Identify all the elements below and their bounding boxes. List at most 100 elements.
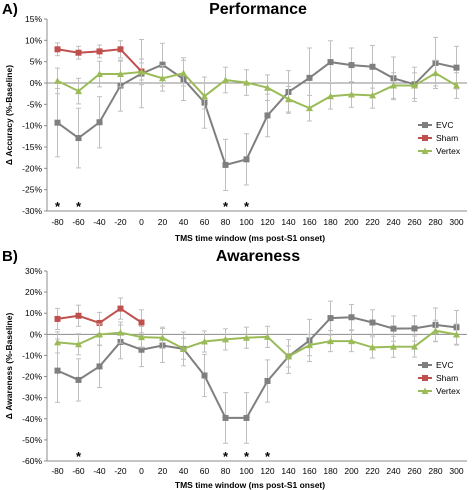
y-tick-label: 5% [30, 57, 43, 67]
x-tick-label: 200 [344, 217, 358, 227]
data-point-evc [327, 59, 334, 66]
legend-marker [422, 375, 428, 381]
significance-star: * [223, 449, 229, 464]
data-point-vertex [306, 104, 313, 112]
y-tick-label: -40% [22, 414, 42, 424]
data-point-sham [54, 315, 61, 322]
y-tick-label: -15% [22, 142, 42, 152]
data-point-vertex [180, 69, 187, 77]
x-tick-label: 160 [302, 217, 316, 227]
data-point-vertex [138, 333, 145, 341]
data-point-sham [96, 319, 103, 326]
legend-marker [422, 362, 428, 368]
legend-marker [422, 122, 428, 128]
legend-marker [421, 387, 429, 394]
data-point-vertex [222, 335, 229, 343]
x-tick-label: 80 [221, 217, 231, 227]
significance-star: * [244, 449, 250, 464]
y-tick-label: 10% [25, 308, 42, 318]
series-sham [54, 297, 145, 336]
x-tick-label: 0 [139, 466, 144, 476]
data-point-vertex [327, 337, 334, 345]
data-point-vertex [264, 84, 271, 91]
data-point-evc [264, 112, 271, 119]
x-tick-label: 120 [260, 217, 274, 227]
data-point-evc [222, 414, 229, 421]
data-point-sham [96, 48, 103, 55]
series-evc [54, 300, 460, 444]
significance-star: * [223, 199, 229, 214]
y-tick-label: 0% [30, 329, 43, 339]
x-tick-label: -60 [72, 466, 85, 476]
data-point-vertex [159, 74, 166, 82]
y-axis-label: Δ Accuracy (%-Baseline) [4, 65, 14, 165]
y-axis-label: Δ Awareness (%-Baseline) [4, 313, 14, 420]
chart-panel-performance: A) Performance 15% 10% 5% 0% -5% -10% -15% -20% -2… [2, 1, 467, 243]
x-tick-label: 140 [281, 217, 295, 227]
data-point-evc [243, 414, 250, 421]
data-point-vertex [411, 343, 418, 350]
legend-label: Vertex [436, 146, 461, 156]
x-tick-label: 60 [200, 217, 210, 227]
x-tick-label: -40 [93, 466, 106, 476]
data-point-vertex [348, 91, 355, 98]
x-tick-label: 200 [344, 466, 358, 476]
data-point-sham [75, 49, 82, 56]
y-tick-label: -60% [22, 456, 42, 466]
x-tick-label: 140 [281, 466, 295, 476]
significance-star: * [76, 199, 82, 214]
x-tick-label: 300 [449, 217, 463, 227]
y-tick-label: 30% [25, 266, 42, 276]
x-tick-label: 300 [449, 466, 463, 476]
x-tick-label: 0 [139, 217, 144, 227]
x-tick-label: 80 [221, 466, 231, 476]
y-tick-label: -20% [22, 372, 42, 382]
data-point-vertex [285, 95, 292, 103]
x-tick-label: -80 [51, 217, 64, 227]
data-point-vertex [117, 329, 124, 336]
x-tick-label: 180 [323, 466, 337, 476]
chart-title: Awareness [216, 248, 300, 265]
significance-star: * [55, 199, 61, 214]
data-point-vertex [117, 70, 124, 78]
x-tick-label: 40 [179, 217, 189, 227]
data-point-vertex [285, 353, 292, 360]
y-tick-label: 10% [25, 35, 42, 45]
data-point-evc [54, 119, 61, 126]
panel-label: B) [2, 248, 18, 265]
data-point-evc [348, 62, 355, 69]
data-point-evc [306, 74, 313, 81]
series-line-vertex [57, 329, 457, 358]
legend-label: Vertex [436, 386, 461, 396]
data-point-vertex [306, 341, 313, 349]
data-point-vertex [432, 69, 439, 77]
y-tick-label: -10% [22, 350, 42, 360]
data-point-vertex [243, 334, 250, 341]
data-point-evc [75, 376, 82, 383]
data-point-vertex [201, 92, 208, 100]
significance-star: * [244, 199, 250, 214]
legend: EVC Sham Vertex [418, 120, 461, 156]
legend-marker [422, 135, 428, 141]
data-point-vertex [138, 68, 145, 75]
data-point-vertex [453, 331, 460, 338]
data-point-vertex [222, 76, 229, 84]
x-tick-label: 60 [200, 466, 210, 476]
y-tick-label: -20% [22, 163, 42, 173]
significance-star: * [76, 449, 82, 464]
data-point-vertex [453, 82, 460, 89]
data-point-vertex [390, 343, 397, 350]
data-point-vertex [180, 345, 187, 352]
legend-marker [421, 147, 429, 154]
x-tick-label: 40 [179, 466, 189, 476]
x-tick-label: -60 [72, 217, 85, 227]
y-tick-label: 15% [25, 14, 42, 24]
x-tick-label: 100 [239, 217, 253, 227]
data-point-vertex [390, 82, 397, 89]
data-point-vertex [201, 338, 208, 345]
chart-panel-awareness: B) Awareness 30% 20% 10% 0% -10% -20% -30% -40% -5… [2, 248, 467, 490]
panel-label: A) [2, 1, 18, 18]
x-tick-label: 240 [386, 466, 400, 476]
data-point-evc [159, 61, 166, 68]
